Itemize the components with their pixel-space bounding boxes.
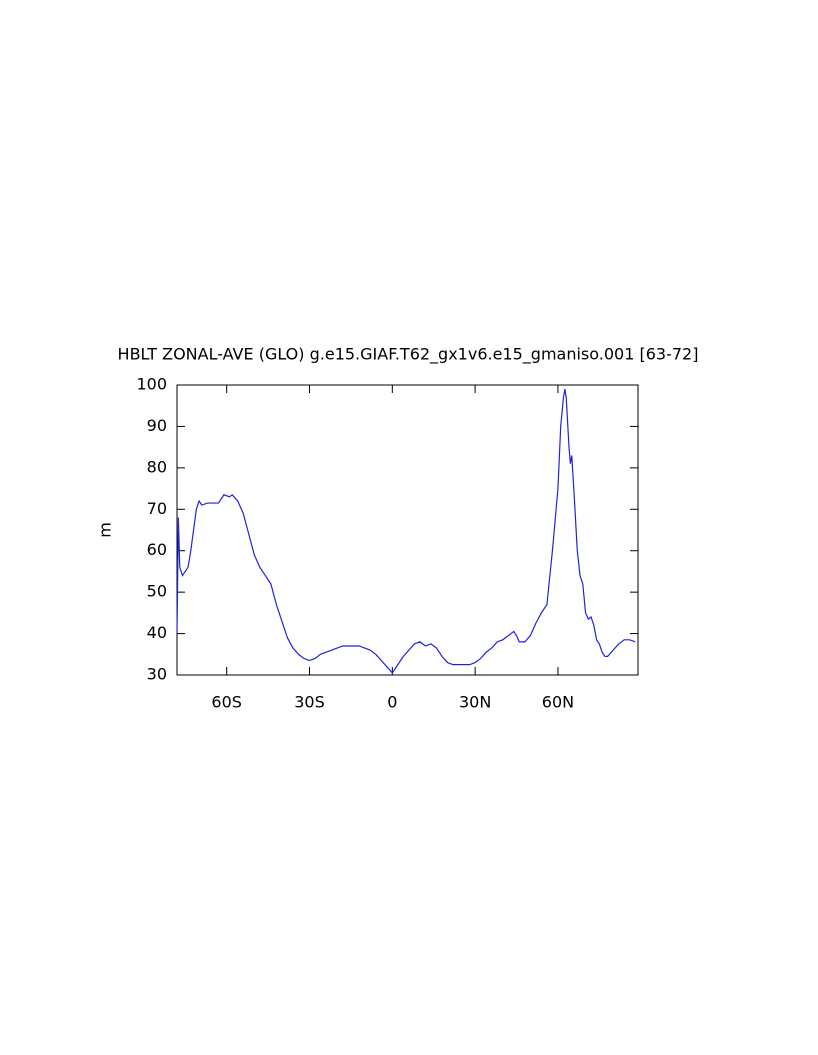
x-tick-label: 0 — [387, 693, 397, 712]
x-tick-label: 60N — [542, 693, 574, 712]
y-tick-label: 60 — [147, 540, 167, 559]
y-tick-label: 100 — [136, 375, 167, 394]
y-tick-label: 40 — [147, 623, 167, 642]
y-axis-label: m — [96, 522, 115, 538]
y-tick-label: 30 — [147, 665, 167, 684]
plot-frame — [176, 384, 639, 676]
y-tick-label: 70 — [147, 499, 167, 518]
y-tick-label: 80 — [147, 457, 167, 476]
x-tick-label: 30N — [459, 693, 491, 712]
data-line — [176, 389, 636, 674]
chart-title: HBLT ZONAL-AVE (GLO) g.e15.GIAF.T62_gx1v… — [118, 345, 699, 365]
y-tick-label: 50 — [147, 582, 167, 601]
x-tick-label: 60S — [211, 693, 242, 712]
y-tick-label: 90 — [147, 416, 167, 435]
x-tick-label: 30S — [294, 693, 325, 712]
